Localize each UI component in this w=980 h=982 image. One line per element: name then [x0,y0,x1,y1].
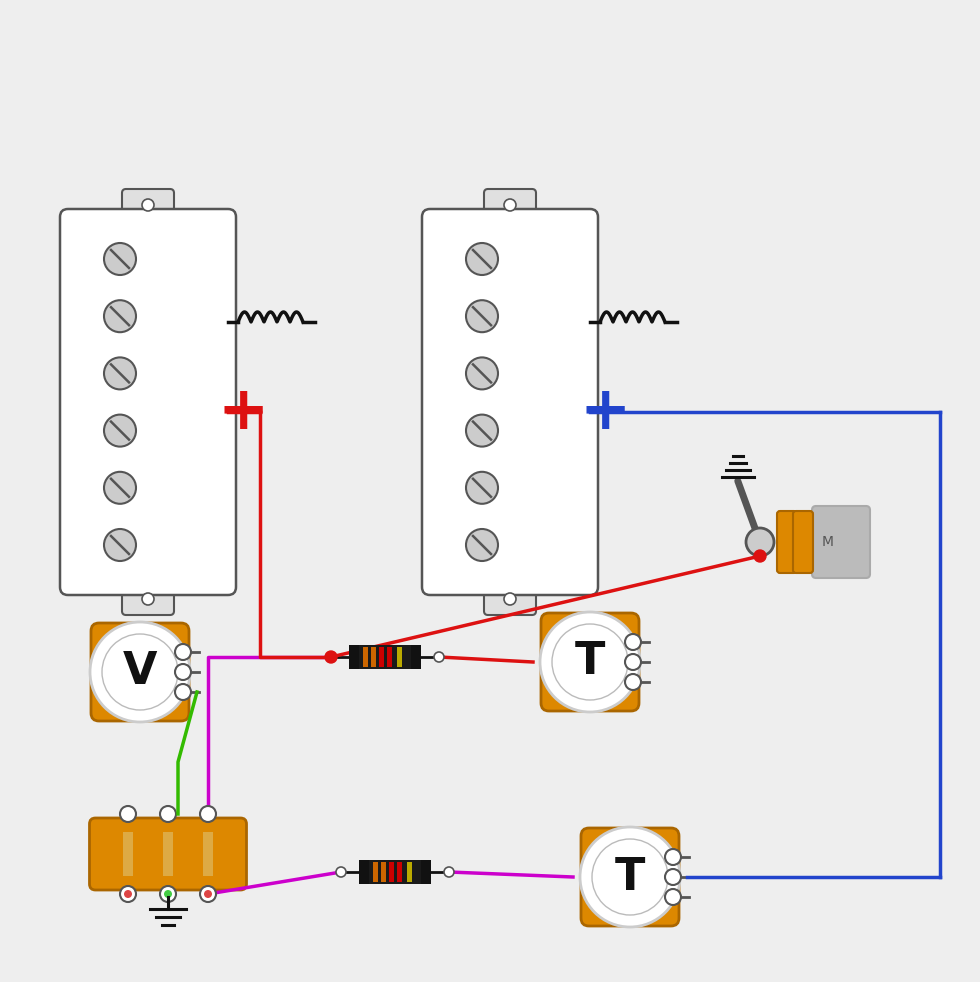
Circle shape [754,550,766,562]
Circle shape [160,806,176,822]
Circle shape [175,644,191,660]
Circle shape [466,300,498,332]
FancyBboxPatch shape [422,209,598,595]
Bar [389,862,394,882]
Circle shape [104,243,136,275]
Circle shape [142,199,154,211]
Circle shape [434,652,444,662]
Bar [421,860,431,884]
Circle shape [665,869,681,885]
Circle shape [540,612,640,712]
Circle shape [444,867,454,877]
Circle shape [104,529,136,561]
Circle shape [104,357,136,390]
Text: T: T [575,640,606,683]
Bar [407,862,412,882]
FancyBboxPatch shape [541,613,639,711]
Circle shape [625,634,641,650]
Text: M: M [822,535,834,549]
FancyBboxPatch shape [581,828,679,926]
FancyBboxPatch shape [122,189,174,225]
Bar [359,645,411,669]
FancyBboxPatch shape [60,209,236,595]
Circle shape [175,684,191,700]
Circle shape [104,414,136,447]
Circle shape [504,199,516,211]
Bar [163,832,173,876]
Bar [397,862,402,882]
Bar [373,862,378,882]
Circle shape [104,300,136,332]
Bar [381,862,386,882]
FancyBboxPatch shape [777,511,797,573]
FancyBboxPatch shape [793,511,813,573]
Circle shape [200,806,216,822]
Circle shape [665,889,681,905]
Circle shape [665,849,681,865]
Text: +: + [579,383,630,442]
Circle shape [102,634,178,710]
Circle shape [466,243,498,275]
Circle shape [466,414,498,447]
Circle shape [580,827,680,927]
Circle shape [175,664,191,680]
Circle shape [466,471,498,504]
FancyBboxPatch shape [91,623,189,721]
Bar [387,647,392,667]
Text: T: T [614,855,645,899]
Circle shape [504,593,516,605]
FancyBboxPatch shape [812,506,870,578]
Bar [411,645,421,669]
Circle shape [746,528,774,556]
Bar [203,832,213,876]
Bar [397,647,402,667]
FancyBboxPatch shape [484,579,536,615]
Circle shape [592,839,668,915]
Bar [371,647,376,667]
Circle shape [466,529,498,561]
Circle shape [204,890,212,898]
Bar [369,860,421,884]
Text: V: V [122,650,157,693]
Circle shape [466,357,498,390]
Circle shape [625,674,641,690]
Circle shape [104,471,136,504]
Circle shape [120,886,136,902]
Circle shape [200,886,216,902]
FancyBboxPatch shape [89,818,247,890]
Circle shape [325,651,337,663]
Circle shape [124,890,132,898]
FancyBboxPatch shape [484,189,536,225]
Bar [379,647,384,667]
Circle shape [552,624,628,700]
Circle shape [142,593,154,605]
Bar [349,645,359,669]
Bar [123,832,133,876]
Circle shape [160,886,176,902]
Circle shape [90,622,190,722]
FancyBboxPatch shape [122,579,174,615]
Circle shape [164,890,172,898]
Circle shape [625,654,641,670]
Circle shape [120,806,136,822]
Bar [359,860,369,884]
Circle shape [326,652,336,662]
Bar [363,647,368,667]
Text: +: + [218,383,269,442]
Circle shape [336,867,346,877]
